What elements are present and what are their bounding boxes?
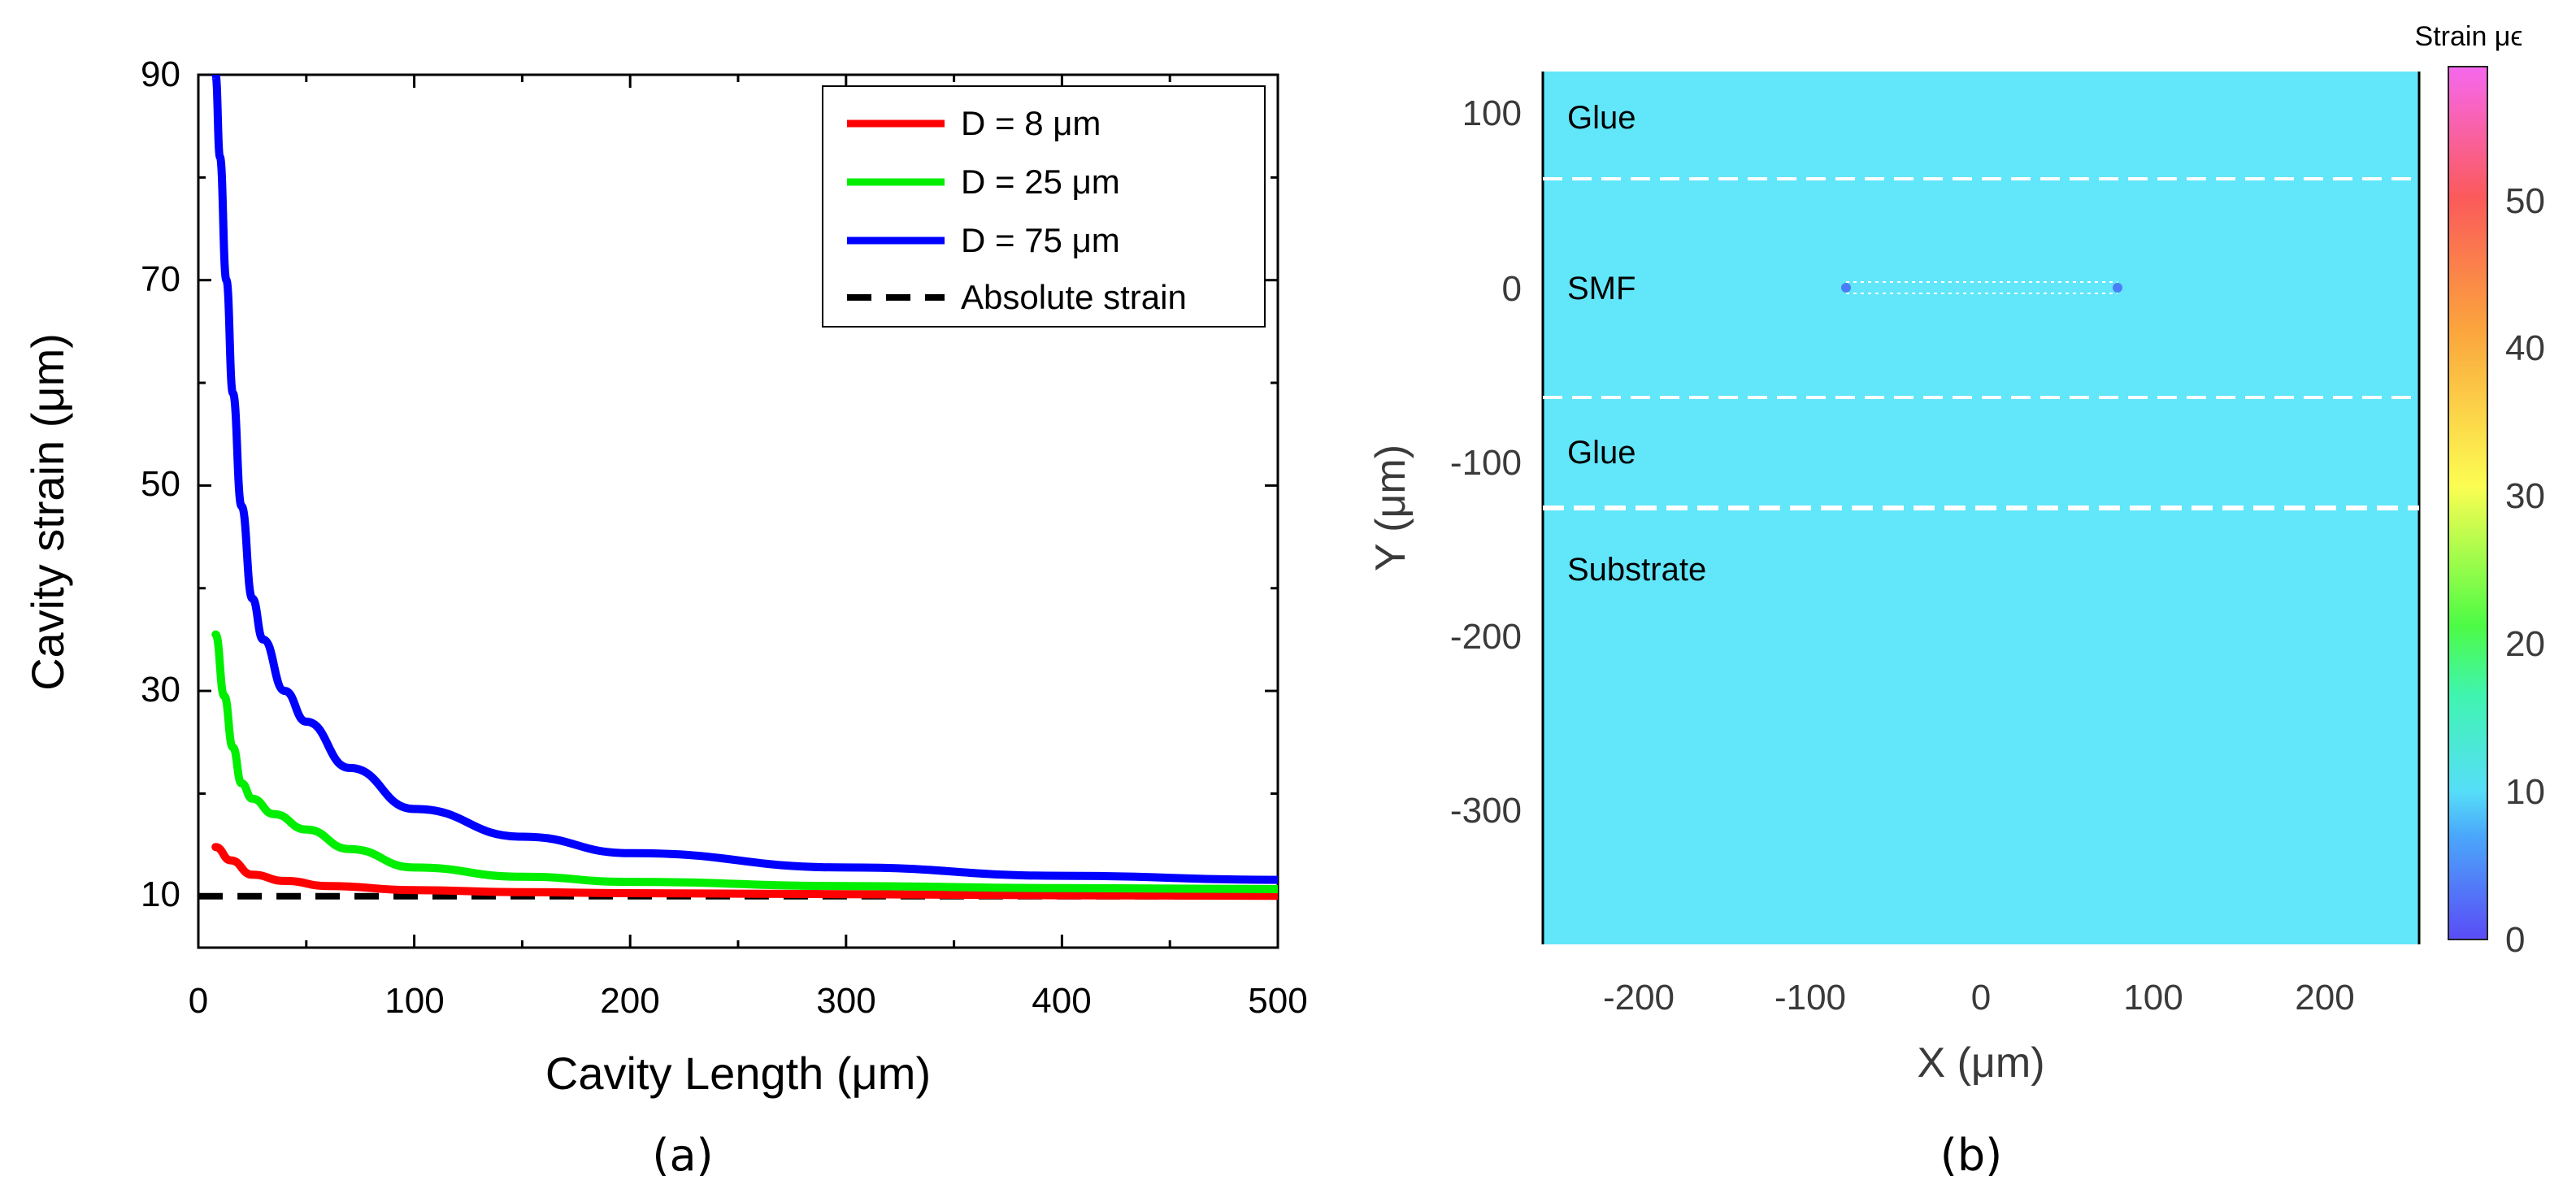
x-tick-label: 400 <box>1032 981 1091 1021</box>
legend-label-d75: D = 75 μm <box>961 221 1120 259</box>
x-tick-label-b: 0 <box>1971 978 1991 1018</box>
colorbar-tick-label: 40 <box>2505 328 2545 368</box>
series-group-a <box>198 75 1278 900</box>
y-tick-label-b: 100 <box>1462 93 1522 133</box>
colorbar: Strain μϵ 0 10 20 30 40 50 <box>2415 21 2545 960</box>
y-tick-label-b: -200 <box>1450 617 1522 657</box>
x-axis-title-b: X (μm) <box>1917 1039 2044 1087</box>
y-tick-label: 70 <box>141 259 180 299</box>
x-axis-title-a: Cavity Length (μm) <box>545 1048 931 1099</box>
series-line-d25 <box>211 630 1278 893</box>
colorbar-title: Strain μϵ <box>2415 21 2523 52</box>
colorbar-tick-label: 50 <box>2505 181 2545 221</box>
x-tick-label-b: 100 <box>2123 978 2183 1018</box>
region-label-smf: SMF <box>1567 271 1636 306</box>
y-tick-label: 50 <box>141 464 180 504</box>
panel-a-line-chart: 0 100 200 300 400 500 10 30 50 70 90 Cav… <box>22 54 1308 1181</box>
region-label-glue-bottom: Glue <box>1567 435 1636 471</box>
colorbar-tick-label: 30 <box>2505 476 2545 516</box>
x-tick-label: 0 <box>189 981 208 1021</box>
y-tick-label: 30 <box>141 670 180 709</box>
y-axis-title-b: Y (μm) <box>1367 445 1414 571</box>
y-tick-label-b: -300 <box>1450 791 1522 831</box>
x-tick-label: 200 <box>600 981 659 1021</box>
legend-label-absolute: Absolute strain <box>961 278 1187 316</box>
x-tick-label: 300 <box>816 981 875 1021</box>
colorbar-tick-label: 10 <box>2505 772 2545 812</box>
cavity-right-tip <box>2113 283 2122 293</box>
region-label-glue-top: Glue <box>1567 100 1636 136</box>
colorbar-tick-label: 0 <box>2505 920 2525 960</box>
y-tick-label-b: 0 <box>1502 269 1522 309</box>
legend: D = 8 μm D = 25 μm D = 75 μm Absolute st… <box>822 85 1266 328</box>
x-tick-label: 500 <box>1248 981 1307 1021</box>
y-tick-label: 90 <box>141 54 180 94</box>
region-label-substrate: Substrate <box>1567 552 1706 588</box>
x-tick-label: 100 <box>384 981 444 1021</box>
legend-label-d25: D = 25 μm <box>961 163 1120 201</box>
y-tick-label-b: -100 <box>1450 443 1522 483</box>
cavity-left-tip <box>1841 283 1851 293</box>
panel-b-heatmap: Glue SMF Glue Substrate -200 -100 0 100 … <box>1367 21 2545 1181</box>
series-line-d8 <box>211 843 1278 900</box>
x-tick-label-b: -200 <box>1603 978 1675 1018</box>
series-line-d75 <box>211 75 1278 884</box>
panel-label-a: (a) <box>652 1130 713 1181</box>
colorbar-gradient <box>2448 66 2488 940</box>
legend-label-d8: D = 8 μm <box>961 104 1101 142</box>
cavity <box>1841 281 2122 294</box>
x-tick-label-b: 200 <box>2295 978 2354 1018</box>
x-tick-label-b: -100 <box>1775 978 1846 1018</box>
y-axis-title-a: Cavity strain (μm) <box>22 333 73 691</box>
colorbar-tick-label: 20 <box>2505 624 2545 664</box>
y-tick-label: 10 <box>141 874 180 914</box>
panel-label-b: (b) <box>1940 1130 2002 1181</box>
